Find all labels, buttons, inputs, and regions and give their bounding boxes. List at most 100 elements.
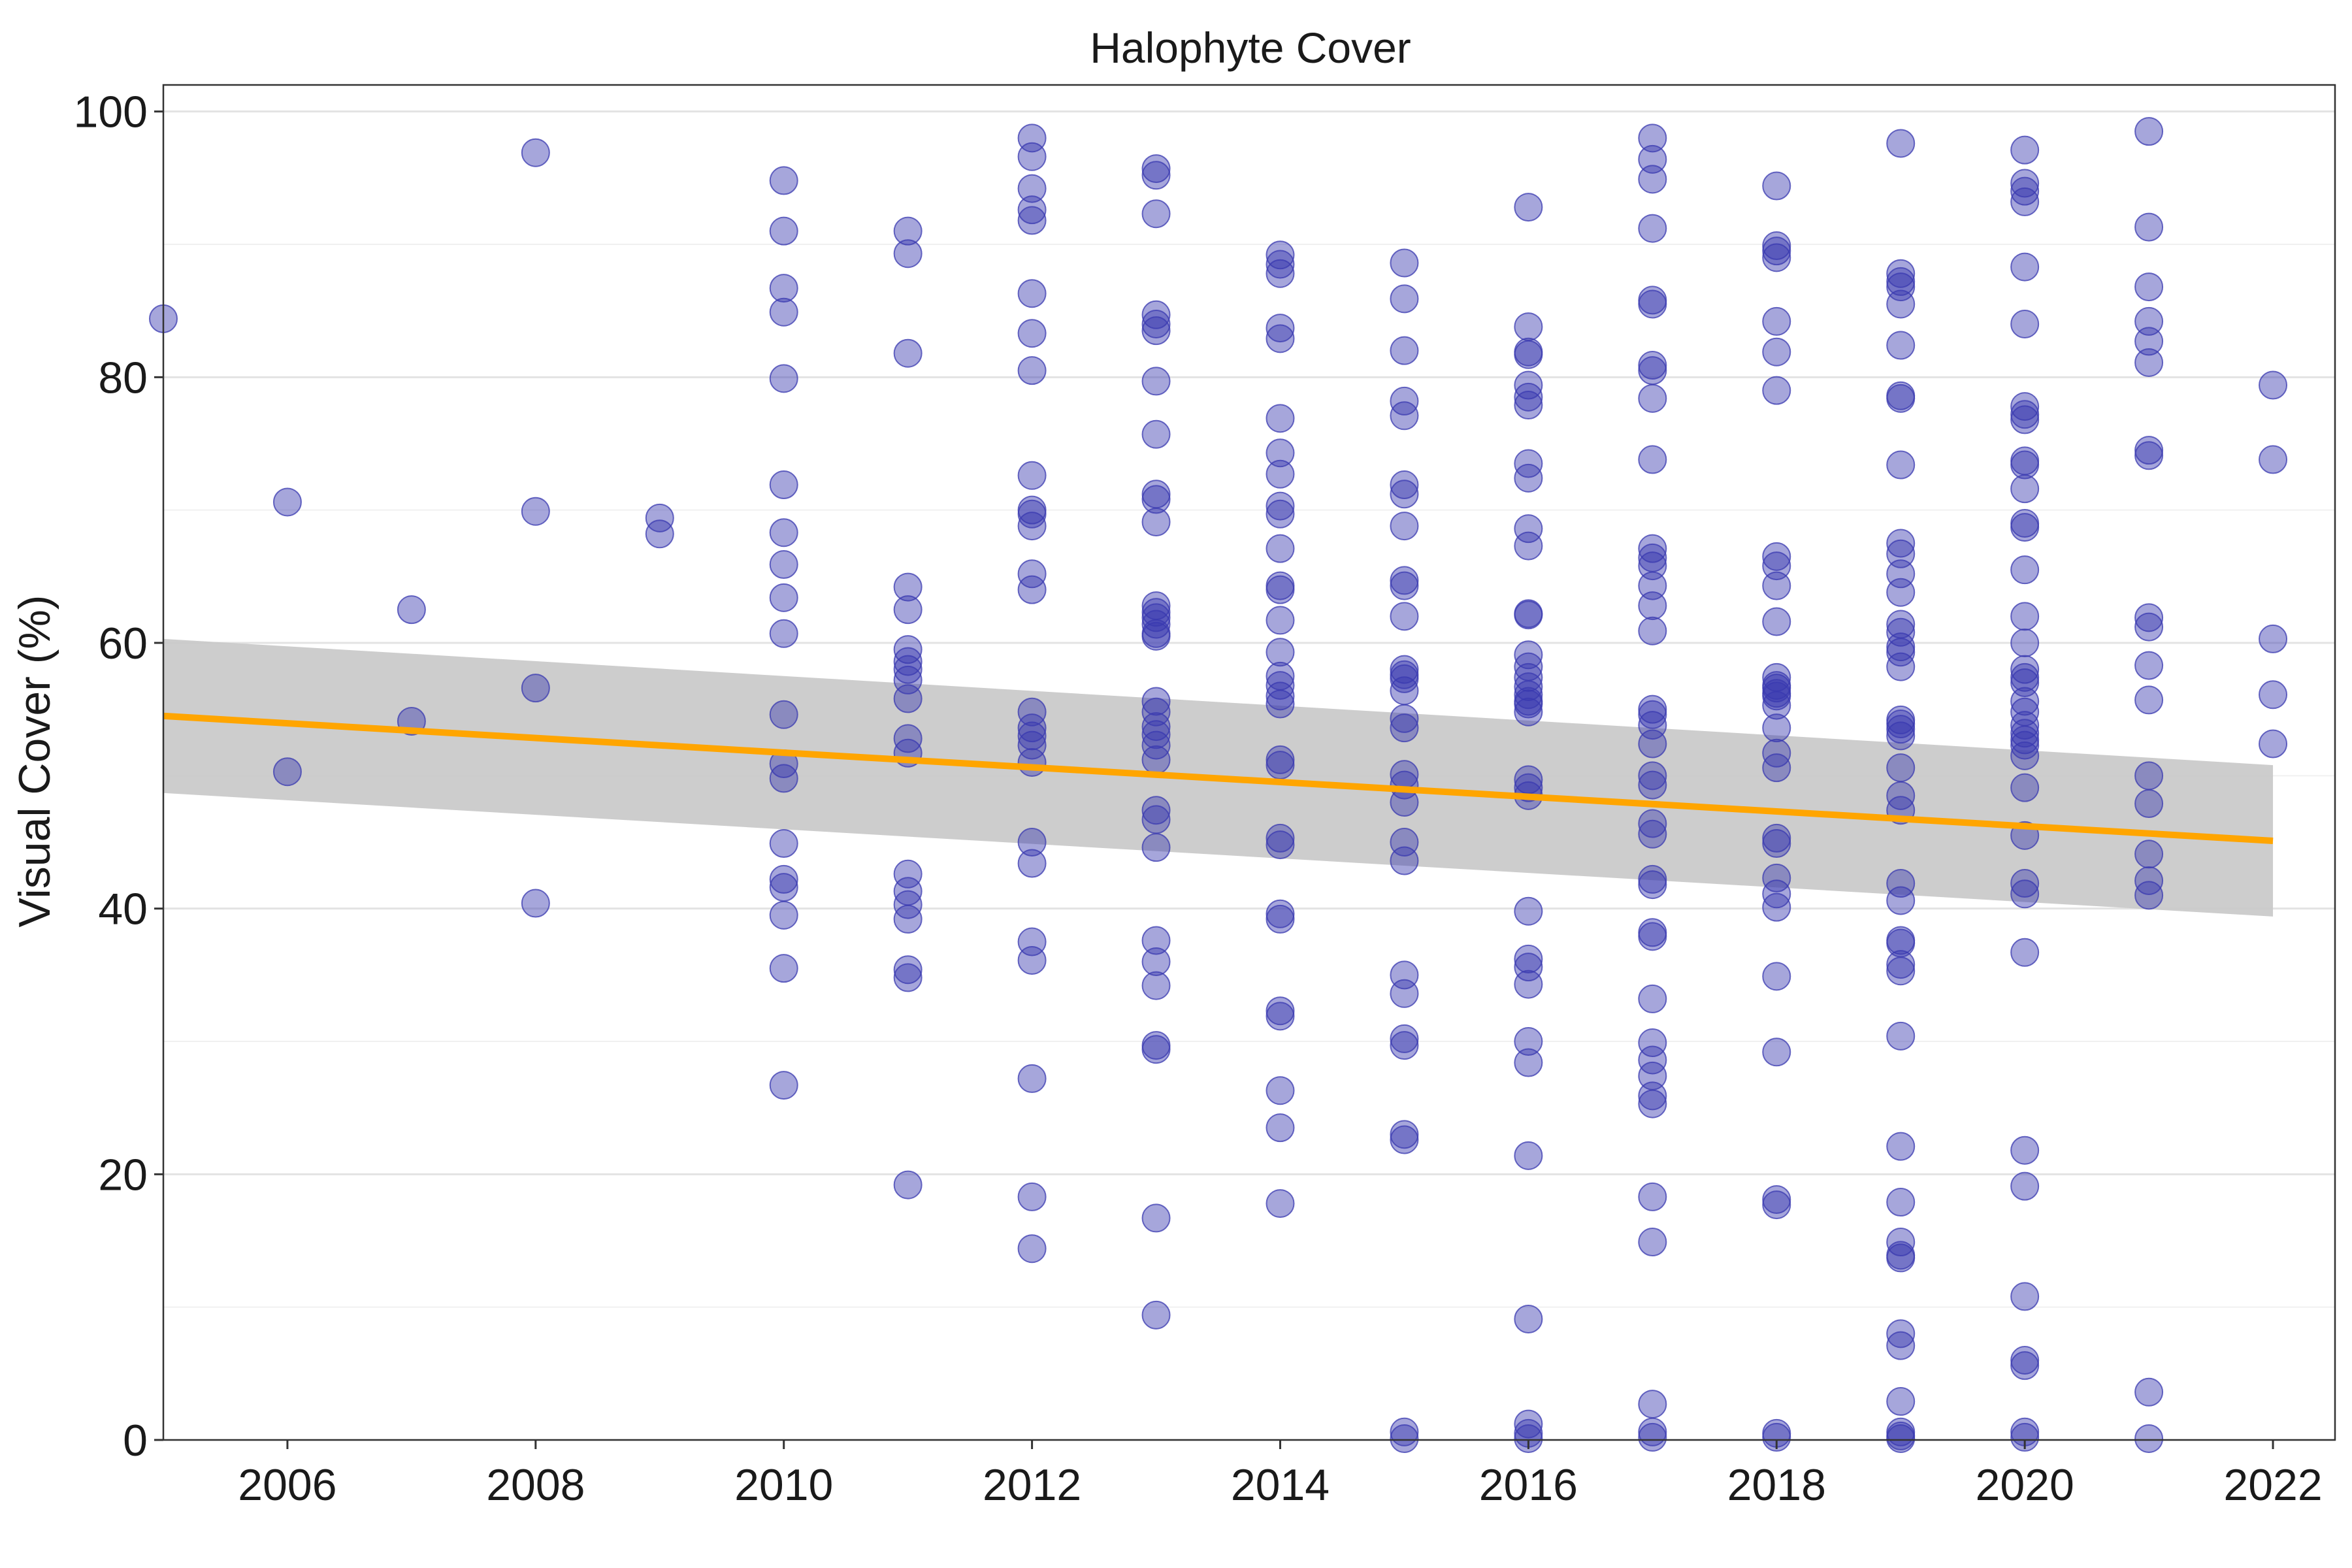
data-point (1266, 314, 1295, 343)
data-point (1638, 1045, 1667, 1075)
data-point (1141, 161, 1171, 190)
data-point (769, 470, 798, 500)
data-point (2259, 370, 2288, 400)
data-point (1514, 1424, 1543, 1453)
data-point (1514, 463, 1543, 493)
data-point (769, 873, 798, 902)
data-point (2010, 711, 2040, 740)
data-point (1141, 199, 1171, 229)
data-point (1886, 956, 1916, 986)
data-point (1266, 534, 1295, 563)
data-point (1017, 195, 1047, 225)
data-point (2259, 445, 2288, 474)
data-point (2134, 1377, 2164, 1407)
data-point (1762, 1037, 1791, 1067)
data-point (1266, 823, 1295, 853)
trend-line (163, 712, 2274, 844)
data-point (1390, 336, 1419, 365)
data-point (2259, 729, 2288, 759)
data-point (1638, 616, 1667, 645)
data-point (769, 364, 798, 393)
data-point (1017, 828, 1047, 857)
data-point (1762, 337, 1791, 367)
data-point (645, 519, 674, 549)
data-point (893, 890, 923, 919)
data-point (1141, 1203, 1171, 1233)
data-point (1266, 1189, 1295, 1218)
data-point (769, 274, 798, 303)
data-point (1762, 863, 1791, 892)
data-point (1017, 319, 1047, 348)
data-point (1141, 310, 1171, 338)
data-point (1390, 512, 1419, 541)
data-point (1141, 971, 1171, 1000)
data-point (1762, 753, 1791, 783)
data-point (521, 674, 550, 703)
chart-title: Halophyte Cover (1090, 24, 1411, 72)
data-point (1017, 1182, 1047, 1211)
data-point (2010, 1135, 2040, 1165)
data-point (1514, 953, 1543, 982)
data-point (1390, 571, 1419, 600)
data-point (1017, 730, 1047, 760)
data-point (1266, 404, 1295, 433)
data-point (1514, 1141, 1543, 1170)
data-point (1390, 1417, 1419, 1446)
x-tick-label: 2022 (2223, 1460, 2322, 1510)
data-point (1886, 578, 1916, 607)
data-point (1762, 571, 1791, 600)
x-tick-label: 2012 (983, 1460, 1081, 1510)
data-point (1886, 129, 1916, 158)
data-point (769, 297, 798, 327)
data-point (1017, 1234, 1047, 1264)
data-point (2010, 187, 2040, 216)
data-point (2134, 840, 2164, 869)
data-point (1638, 165, 1667, 194)
data-point (1514, 1048, 1543, 1077)
data-point (893, 595, 923, 625)
data-point (1017, 559, 1047, 589)
data-point (1141, 621, 1171, 651)
data-point (2010, 1422, 2040, 1452)
data-point (521, 889, 550, 918)
data-point (769, 518, 798, 547)
y-tick-label: 20 (98, 1150, 148, 1200)
data-point (1266, 638, 1295, 667)
data-point (2010, 773, 2040, 802)
data-point (1390, 470, 1419, 500)
y-tick-label: 60 (98, 619, 148, 668)
data-point (1762, 691, 1791, 720)
data-point (1638, 761, 1667, 791)
data-point (2134, 761, 2164, 791)
data-point (2134, 117, 2164, 146)
data-point (1514, 1027, 1543, 1056)
data-point (2010, 879, 2040, 909)
data-point (2259, 680, 2288, 710)
data-point (1638, 356, 1667, 385)
data-point (1390, 1031, 1419, 1060)
x-tick-label: 2018 (1727, 1460, 1826, 1510)
data-point (1266, 259, 1295, 288)
data-point (1017, 279, 1047, 308)
data-point (1638, 289, 1667, 319)
data-point (1886, 331, 1916, 360)
data-point (1638, 384, 1667, 413)
data-point (1141, 1035, 1171, 1064)
data-point (1390, 386, 1419, 416)
data-point (1266, 1002, 1295, 1031)
data-point (1141, 697, 1171, 727)
data-point (2010, 405, 2040, 434)
x-tick-label: 2008 (486, 1460, 585, 1510)
data-point (1886, 617, 1916, 647)
plot-panel-border (162, 84, 2336, 1441)
data-point (1141, 507, 1171, 536)
data-point (1266, 1076, 1295, 1105)
data-point (1762, 237, 1791, 266)
data-point (1141, 805, 1171, 834)
data-point (1514, 662, 1543, 692)
data-point (1886, 1331, 1916, 1360)
data-point (1886, 721, 1916, 751)
data-point (769, 864, 798, 894)
data-point (893, 216, 923, 246)
data-point (769, 216, 798, 246)
